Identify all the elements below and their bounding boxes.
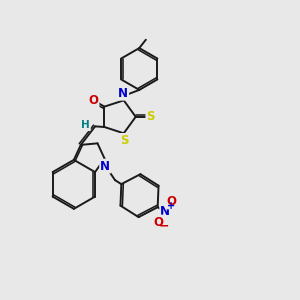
Text: −: −: [159, 219, 169, 232]
Text: N: N: [118, 87, 128, 100]
Text: O: O: [154, 215, 164, 229]
Text: S: S: [120, 134, 129, 147]
Text: S: S: [146, 110, 155, 123]
Text: +: +: [167, 201, 175, 211]
Text: N: N: [100, 160, 110, 172]
Text: O: O: [88, 94, 98, 107]
Text: H: H: [81, 120, 90, 130]
Text: N: N: [160, 206, 170, 218]
Text: O: O: [167, 195, 177, 208]
